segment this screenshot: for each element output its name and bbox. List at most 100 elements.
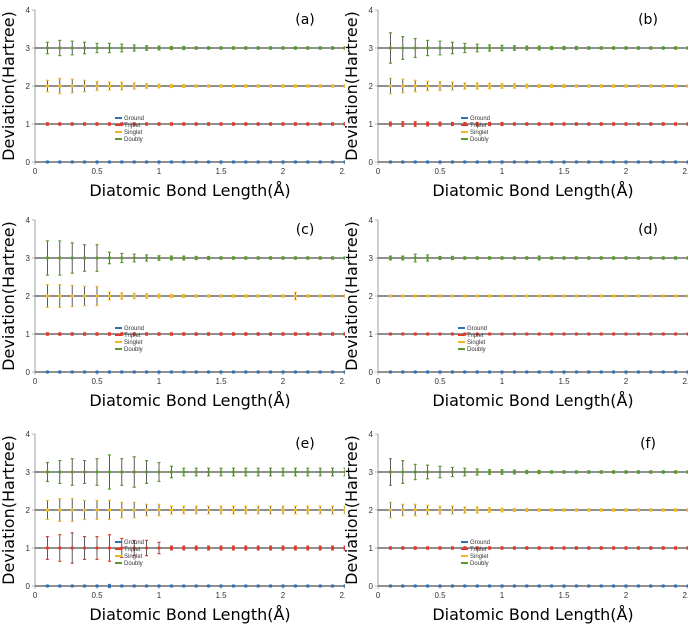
x-tick-label: 2.5 (339, 377, 345, 386)
data-point (95, 122, 99, 126)
y-tick-label: 2 (26, 82, 31, 91)
data-point (401, 546, 405, 550)
data-point (107, 508, 111, 512)
data-point (512, 370, 516, 374)
series-triplet (378, 332, 688, 336)
data-point (219, 84, 223, 88)
data-point (388, 46, 392, 50)
x-axis-label: Diatomic Bond Length(Å) (432, 181, 633, 200)
chart-svg: 0 1 2 3 4 0 0.5 1 1.5 2 2.5 GroundTripletSingletDou… (0, 216, 345, 410)
data-point (426, 256, 430, 260)
data-point (231, 470, 235, 474)
data-point (306, 332, 310, 336)
data-point (45, 294, 50, 298)
data-point (331, 294, 335, 298)
data-point (182, 508, 186, 512)
data-point (463, 84, 467, 88)
data-point (269, 470, 273, 474)
data-point (661, 46, 665, 50)
chart-panel-1: 0 1 2 3 4 0 0.5 1 1.5 2 2.5 GroundTripletSingletDou… (0, 0, 345, 207)
data-point (388, 332, 392, 336)
data-point (182, 332, 186, 336)
data-point (256, 332, 260, 336)
data-point (612, 508, 616, 512)
data-point (426, 508, 430, 512)
x-tick-label: 2 (281, 167, 286, 176)
data-point (624, 584, 628, 588)
data-point (256, 470, 260, 474)
data-point (587, 160, 591, 164)
data-point (475, 256, 479, 260)
y-tick-label: 4 (26, 6, 31, 15)
data-point (256, 294, 260, 298)
data-point (426, 46, 430, 50)
y-tick-label: 2 (369, 292, 374, 301)
data-point (686, 46, 688, 50)
data-point (306, 160, 310, 164)
data-point (599, 122, 603, 126)
data-point (281, 584, 285, 588)
data-point (636, 470, 640, 474)
data-point (58, 470, 62, 474)
x-tick-label: 1.5 (215, 591, 227, 600)
data-point (145, 160, 149, 164)
data-point (438, 332, 442, 336)
data-point (512, 294, 516, 298)
data-point (256, 508, 260, 512)
data-point (388, 370, 392, 374)
y-tick-label: 4 (369, 430, 374, 439)
chart-svg: 0 1 2 3 4 0 0.5 1 1.5 2 2.5 GroundTripletSingletDou… (343, 6, 688, 200)
data-point (500, 122, 504, 126)
data-point (306, 546, 310, 550)
data-point (107, 46, 111, 50)
data-point (95, 84, 99, 88)
data-point (500, 470, 504, 474)
data-point (488, 122, 492, 126)
data-point (107, 584, 111, 588)
data-point (306, 46, 310, 50)
data-point (83, 546, 87, 550)
data-point (525, 508, 529, 512)
legend-label-ground: Ground (124, 540, 144, 546)
data-point (157, 294, 161, 298)
y-axis-label: Deviation(Hartree) (343, 221, 361, 371)
data-point (169, 470, 173, 474)
data-point (269, 332, 273, 336)
data-point (318, 470, 322, 474)
data-point (661, 332, 665, 336)
data-point (207, 294, 211, 298)
data-point (661, 370, 665, 374)
data-point (488, 256, 492, 260)
data-point (636, 46, 640, 50)
data-point (463, 256, 467, 260)
series-doubly (378, 32, 688, 64)
legend-label-triplet: Triplet (124, 123, 141, 129)
panel-label: (e) (295, 436, 315, 452)
data-point (45, 508, 50, 512)
x-tick-label: 2.5 (682, 167, 688, 176)
data-point (107, 332, 111, 336)
data-point (169, 84, 173, 88)
data-point (306, 294, 310, 298)
data-point (157, 256, 161, 260)
data-point (256, 370, 260, 374)
data-point (120, 84, 124, 88)
data-point (132, 84, 136, 88)
data-point (649, 160, 653, 164)
data-point (120, 256, 124, 260)
data-point (83, 256, 87, 260)
data-point (132, 256, 136, 260)
data-point (58, 508, 62, 512)
data-point (674, 370, 678, 374)
y-tick-label: 0 (26, 158, 31, 167)
data-point (661, 84, 665, 88)
data-point (438, 584, 442, 588)
panel-label: (d) (638, 222, 658, 238)
y-axis-label: Deviation(Hartree) (0, 435, 18, 585)
data-point (169, 160, 173, 164)
data-point (475, 508, 479, 512)
data-point (525, 584, 529, 588)
data-point (525, 470, 529, 474)
data-point (426, 332, 430, 336)
data-point (550, 584, 554, 588)
